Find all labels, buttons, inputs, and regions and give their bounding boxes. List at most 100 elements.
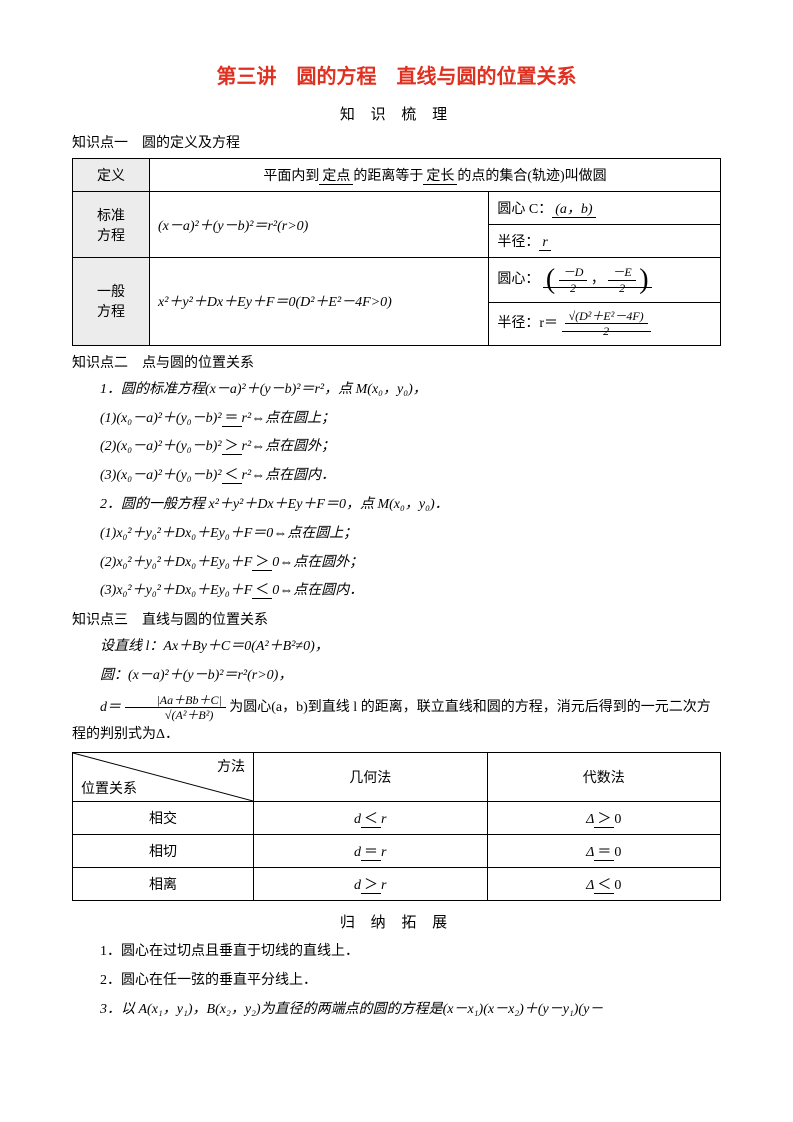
frac: |Aa＋Bb＋C|√(A²＋B²) — [125, 693, 226, 723]
paren-icon: ( — [546, 264, 555, 295]
table-row: 相离 d＞r Δ＜0 — [73, 868, 721, 901]
text: 平面内到 — [263, 169, 319, 184]
gen-label: 一般方程 — [73, 258, 150, 346]
blank: ＞ — [252, 555, 272, 571]
kp2-l1c: (3)(x₀－a)²＋(y₀－b)²＜r²⇔点在圆内． — [72, 464, 721, 488]
den: 2 — [559, 281, 588, 295]
kp3-heading: 知识点三 直线与圆的位置关系 — [72, 609, 721, 629]
den: 2 — [565, 324, 648, 338]
text: (2)x₀²＋y₀²＋Dx₀＋Ey₀＋F — [100, 555, 252, 570]
def-text: 平面内到定点的距离等于定长的点的集合(轨迹)叫做圆 — [150, 159, 721, 192]
kp2-l2b: (2)x₀²＋y₀²＋Dx₀＋Ey₀＋F＞0⇔点在圆外； — [72, 551, 721, 575]
table-row: 相交 d＜r Δ＞0 — [73, 802, 721, 835]
page: 第三讲 圆的方程 直线与圆的位置关系 知 识 梳 理 知识点一 圆的定义及方程 … — [0, 0, 793, 1122]
std-eq: (x－a)²＋(y－b)²＝r²(r>0) — [150, 192, 489, 258]
guina-l1: 1．圆心在过切点且垂直于切线的直线上． — [72, 940, 721, 964]
table-row: 定义 平面内到定点的距离等于定长的点的集合(轨迹)叫做圆 — [73, 159, 721, 192]
rel-label: 相切 — [73, 835, 254, 868]
text: 的距离等于 — [353, 169, 423, 184]
blank: ＝ — [594, 845, 614, 861]
definition-table: 定义 平面内到定点的距离等于定长的点的集合(轨迹)叫做圆 标准方程 (x－a)²… — [72, 158, 721, 346]
rel-alg: Δ＜0 — [487, 868, 721, 901]
text: 0 — [614, 845, 621, 860]
paren-icon: ) — [639, 264, 648, 295]
rel-label: 相离 — [73, 868, 254, 901]
text: 一般方程 — [97, 285, 125, 320]
blank: r — [539, 235, 550, 251]
num: |Aa＋Bb＋C| — [125, 693, 226, 708]
blank: ＞ — [222, 439, 242, 455]
frac: －D2 — [559, 265, 588, 295]
blank: 定长 — [423, 169, 457, 185]
blank: ＜ — [222, 468, 242, 484]
kp2-l2a: (1)x₀²＋y₀²＋Dx₀＋Ey₀＋F＝0⇔点在圆上； — [72, 522, 721, 546]
num: √(D²＋E²－4F) — [565, 309, 648, 324]
kp3-l2: 圆：(x－a)²＋(y－b)²＝r²(r>0)， — [72, 664, 721, 688]
text: (2)(x₀－a)²＋(y₀－b)² — [100, 439, 222, 454]
subtitle: 知 识 梳 理 — [72, 103, 721, 124]
std-label: 标准方程 — [73, 192, 150, 258]
text: d — [354, 812, 361, 827]
page-title: 第三讲 圆的方程 直线与圆的位置关系 — [72, 60, 721, 89]
col-alg: 代数法 — [487, 753, 721, 802]
blank: ＞ — [594, 812, 614, 828]
blank: ＜ — [361, 812, 381, 828]
table-row: 方法 位置关系 几何法 代数法 — [73, 753, 721, 802]
kp2-l1b: (2)(x₀－a)²＋(y₀－b)²＞r²⇔点在圆外； — [72, 435, 721, 459]
blank: ＜ — [252, 583, 272, 599]
kp2-heading: 知识点二 点与圆的位置关系 — [72, 352, 721, 372]
text: 方法 — [217, 756, 245, 776]
std-center: 圆心 C：(a，b) — [489, 192, 721, 225]
table-row: 相切 d＝r Δ＝0 — [73, 835, 721, 868]
guina-heading: 归 纳 拓 展 — [72, 911, 721, 932]
text: r — [381, 878, 386, 893]
text: 0⇔点在圆内． — [272, 583, 363, 598]
kp2-l2: 2．圆的一般方程 x²＋y²＋Dx＋Ey＋F＝0，点 M(x₀，y₀)． — [72, 493, 721, 517]
rel-geo: d＝r — [254, 835, 488, 868]
text: r — [381, 845, 386, 860]
relation-table: 方法 位置关系 几何法 代数法 相交 d＜r Δ＞0 相切 d＝r Δ＝0 相离… — [72, 752, 721, 901]
text: (3)x₀²＋y₀²＋Dx₀＋Ey₀＋F — [100, 583, 252, 598]
text: r²⇔点在圆上； — [242, 411, 336, 426]
std-radius: 半径：r — [489, 225, 721, 258]
gen-center: 圆心： ( －D2 ， －E2 ) — [489, 258, 721, 303]
text: 0 — [614, 878, 621, 893]
blank: ＝ — [222, 411, 242, 427]
blank: ＞ — [361, 878, 381, 894]
blank: ＝ — [361, 845, 381, 861]
blank: ＜ — [594, 878, 614, 894]
rel-geo: d＞r — [254, 868, 488, 901]
text: r — [381, 812, 386, 827]
text: r²⇔点在圆内． — [242, 468, 336, 483]
den: √(A²＋B²) — [125, 708, 226, 722]
text: 位置关系 — [81, 778, 137, 798]
diag-header: 方法 位置关系 — [73, 753, 254, 802]
kp2-l2c: (3)x₀²＋y₀²＋Dx₀＋Ey₀＋F＜0⇔点在圆内． — [72, 579, 721, 603]
comma: ， — [591, 272, 605, 287]
blank: ( －D2 ， －E2 ) — [543, 272, 652, 288]
blank: √(D²＋E²－4F)2 — [562, 316, 651, 332]
text: 0 — [614, 812, 621, 827]
rel-label: 相交 — [73, 802, 254, 835]
text: d＝ — [100, 700, 121, 715]
rel-alg: Δ＞0 — [487, 802, 721, 835]
kp1-heading: 知识点一 圆的定义及方程 — [72, 132, 721, 152]
col-geo: 几何法 — [254, 753, 488, 802]
guina-l3: 3．以 A(x₁，y₁)，B(x₂，y₂)为直径的两端点的圆的方程是(x－x₁)… — [72, 998, 721, 1022]
text: 0⇔点在圆外； — [272, 555, 363, 570]
def-label: 定义 — [73, 159, 150, 192]
rel-alg: Δ＝0 — [487, 835, 721, 868]
text: 半径：r＝ — [497, 316, 558, 331]
gen-radius: 半径：r＝ √(D²＋E²－4F)2 — [489, 303, 721, 346]
text: 圆心 C： — [497, 202, 552, 217]
blank: 定点 — [319, 169, 353, 185]
text: d — [354, 878, 361, 893]
text: 半径： — [497, 235, 539, 250]
frac: －E2 — [608, 265, 635, 295]
kp2-l1a: (1)(x₀－a)²＋(y₀－b)²＝r²⇔点在圆上； — [72, 407, 721, 431]
kp3-d: d＝ |Aa＋Bb＋C|√(A²＋B²) 为圆心(a，b)到直线 l 的距离，联… — [72, 693, 721, 747]
text: (3)(x₀－a)²＋(y₀－b)² — [100, 468, 222, 483]
text: d — [354, 845, 361, 860]
rel-geo: d＜r — [254, 802, 488, 835]
blank: (a，b) — [552, 202, 595, 218]
